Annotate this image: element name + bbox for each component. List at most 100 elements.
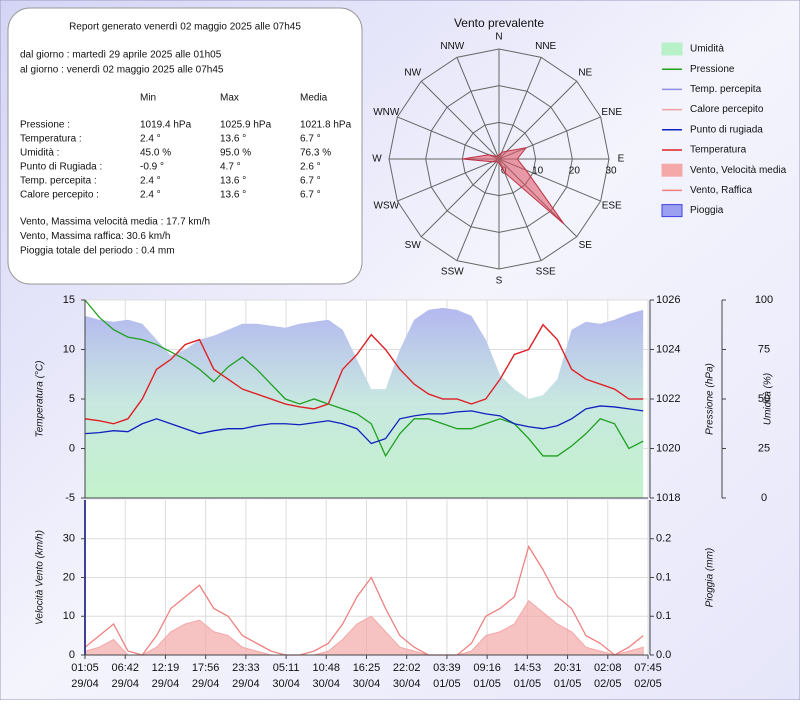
x-tick-label: 09:16	[473, 662, 501, 674]
stat-value: 4.7 °	[220, 162, 241, 173]
report-note: Vento, Massima velocità media : 17.7 km/…	[20, 217, 210, 228]
direction-label: E	[618, 154, 625, 165]
report-note: Vento, Massima raffica: 30.6 km/h	[20, 231, 170, 242]
direction-label: ESE	[602, 200, 622, 211]
x-tick-label: 14:53	[514, 662, 542, 674]
x-tick-date: 29/04	[152, 678, 180, 690]
x-tick-label: 02:08	[594, 662, 622, 674]
legend-label: Temperatura	[690, 145, 747, 156]
x-tick-label: 12:19	[152, 662, 180, 674]
report-title: Report generato venerdì 02 maggio 2025 a…	[69, 22, 301, 33]
direction-label: NE	[578, 67, 592, 78]
direction-label: WSW	[374, 200, 400, 211]
stat-label: Punto di Rugiada :	[20, 162, 102, 173]
y2-tick-label: 0.0	[656, 649, 671, 661]
stat-value: 2.6 °	[300, 162, 321, 173]
stat-value: 2.4 °	[140, 176, 161, 187]
stat-value: 6.7 °	[300, 134, 321, 145]
stat-label: Calore percepito :	[20, 190, 99, 201]
direction-label: SSE	[536, 266, 556, 277]
stat-value: 6.7 °	[300, 190, 321, 201]
stat-label: Umidità :	[20, 148, 59, 159]
y-tick-label: -5	[65, 492, 75, 504]
ring	[388, 48, 610, 270]
direction-label: W	[372, 154, 382, 165]
y2-tick-label: 0.1	[656, 571, 671, 583]
column-header: Media	[300, 93, 328, 104]
spoke	[498, 57, 542, 160]
legend-label: Vento, Raffica	[690, 185, 753, 196]
legend-label: Umidità	[690, 44, 724, 55]
y3-tick-label: 100	[755, 294, 773, 306]
x-tick-date: 01/05	[554, 678, 582, 690]
x-tick-label: 16:25	[353, 662, 381, 674]
legend-label: Temp. percepita	[690, 84, 762, 95]
stat-value: 1019.4 hPa	[140, 120, 192, 131]
x-tick-date: 29/04	[71, 678, 99, 690]
spoke	[397, 158, 500, 202]
x-tick-date: 30/04	[393, 678, 421, 690]
direction-label: N	[495, 32, 502, 43]
direction-label: S	[496, 276, 503, 287]
x-tick-date: 29/04	[192, 678, 220, 690]
y2-tick-label: 0.1	[656, 610, 671, 622]
direction-label: WNW	[373, 107, 400, 118]
wind-rose	[462, 147, 565, 225]
spoke	[397, 116, 500, 160]
x-tick-date: 30/04	[312, 678, 340, 690]
y2-axis-title: Pioggia (mm)	[705, 548, 716, 607]
x-tick-date: 02/05	[594, 678, 622, 690]
column-header: Min	[140, 93, 156, 104]
column-header: Max	[220, 93, 239, 104]
stat-value: 2.4 °	[140, 134, 161, 145]
r-tick-label: 10	[532, 166, 544, 177]
stat-label: Pressione :	[20, 120, 70, 131]
y2-tick-label: 0.2	[656, 533, 671, 545]
x-tick-label: 06:42	[111, 662, 139, 674]
y2-tick-label: 1018	[656, 492, 680, 504]
stat-value: 13.6 °	[220, 190, 246, 201]
x-tick-label: 05:11	[273, 662, 300, 674]
y2-axis-title: Pressione (hPa)	[705, 363, 716, 435]
y3-axis-title: Umidità (%)	[763, 373, 774, 425]
legend-label: Calore percepito	[690, 104, 764, 115]
y3-tick-label: 25	[758, 442, 770, 454]
legend-swatch	[661, 163, 683, 177]
stat-label: Temperatura :	[20, 134, 82, 145]
x-tick-label: 23:33	[232, 662, 260, 674]
legend-label: Pressione	[690, 64, 735, 75]
y-tick-label: 10	[63, 343, 75, 355]
y2-tick-label: 1022	[656, 393, 680, 405]
y-tick-label: 0	[69, 442, 75, 454]
x-tick-date: 01/05	[433, 678, 461, 690]
x-tick-label: 03:39	[433, 662, 461, 674]
ring	[425, 85, 573, 233]
y-axis-title: Velocità Vento (km/h)	[35, 530, 46, 625]
spoke	[456, 158, 500, 261]
y-tick-label: 15	[63, 294, 75, 306]
area	[84, 600, 644, 656]
x-tick-date: 29/04	[111, 678, 139, 690]
spoke	[420, 80, 500, 160]
line	[84, 299, 644, 458]
y-tick-label: 0	[69, 649, 75, 661]
y-tick-label: 30	[63, 533, 75, 545]
x-tick-date: 30/04	[272, 678, 300, 690]
stat-value: -0.9 °	[140, 162, 164, 173]
direction-label: SSW	[441, 266, 464, 277]
y-tick-label: 5	[69, 393, 75, 405]
spoke	[498, 158, 542, 261]
x-tick-date: 02/05	[634, 678, 662, 690]
line	[84, 323, 644, 425]
x-tick-label: 01:05	[71, 662, 99, 674]
y-axis-title: Temperatura (°C)	[35, 361, 46, 438]
stat-value: 6.7 °	[300, 176, 321, 187]
line	[84, 544, 644, 656]
direction-label: SE	[579, 240, 593, 251]
y-tick-label: 10	[63, 610, 75, 622]
y3-tick-label: 50	[758, 393, 770, 405]
area	[85, 307, 644, 498]
direction-label: NNE	[535, 41, 556, 52]
x-tick-date: 01/05	[514, 678, 542, 690]
